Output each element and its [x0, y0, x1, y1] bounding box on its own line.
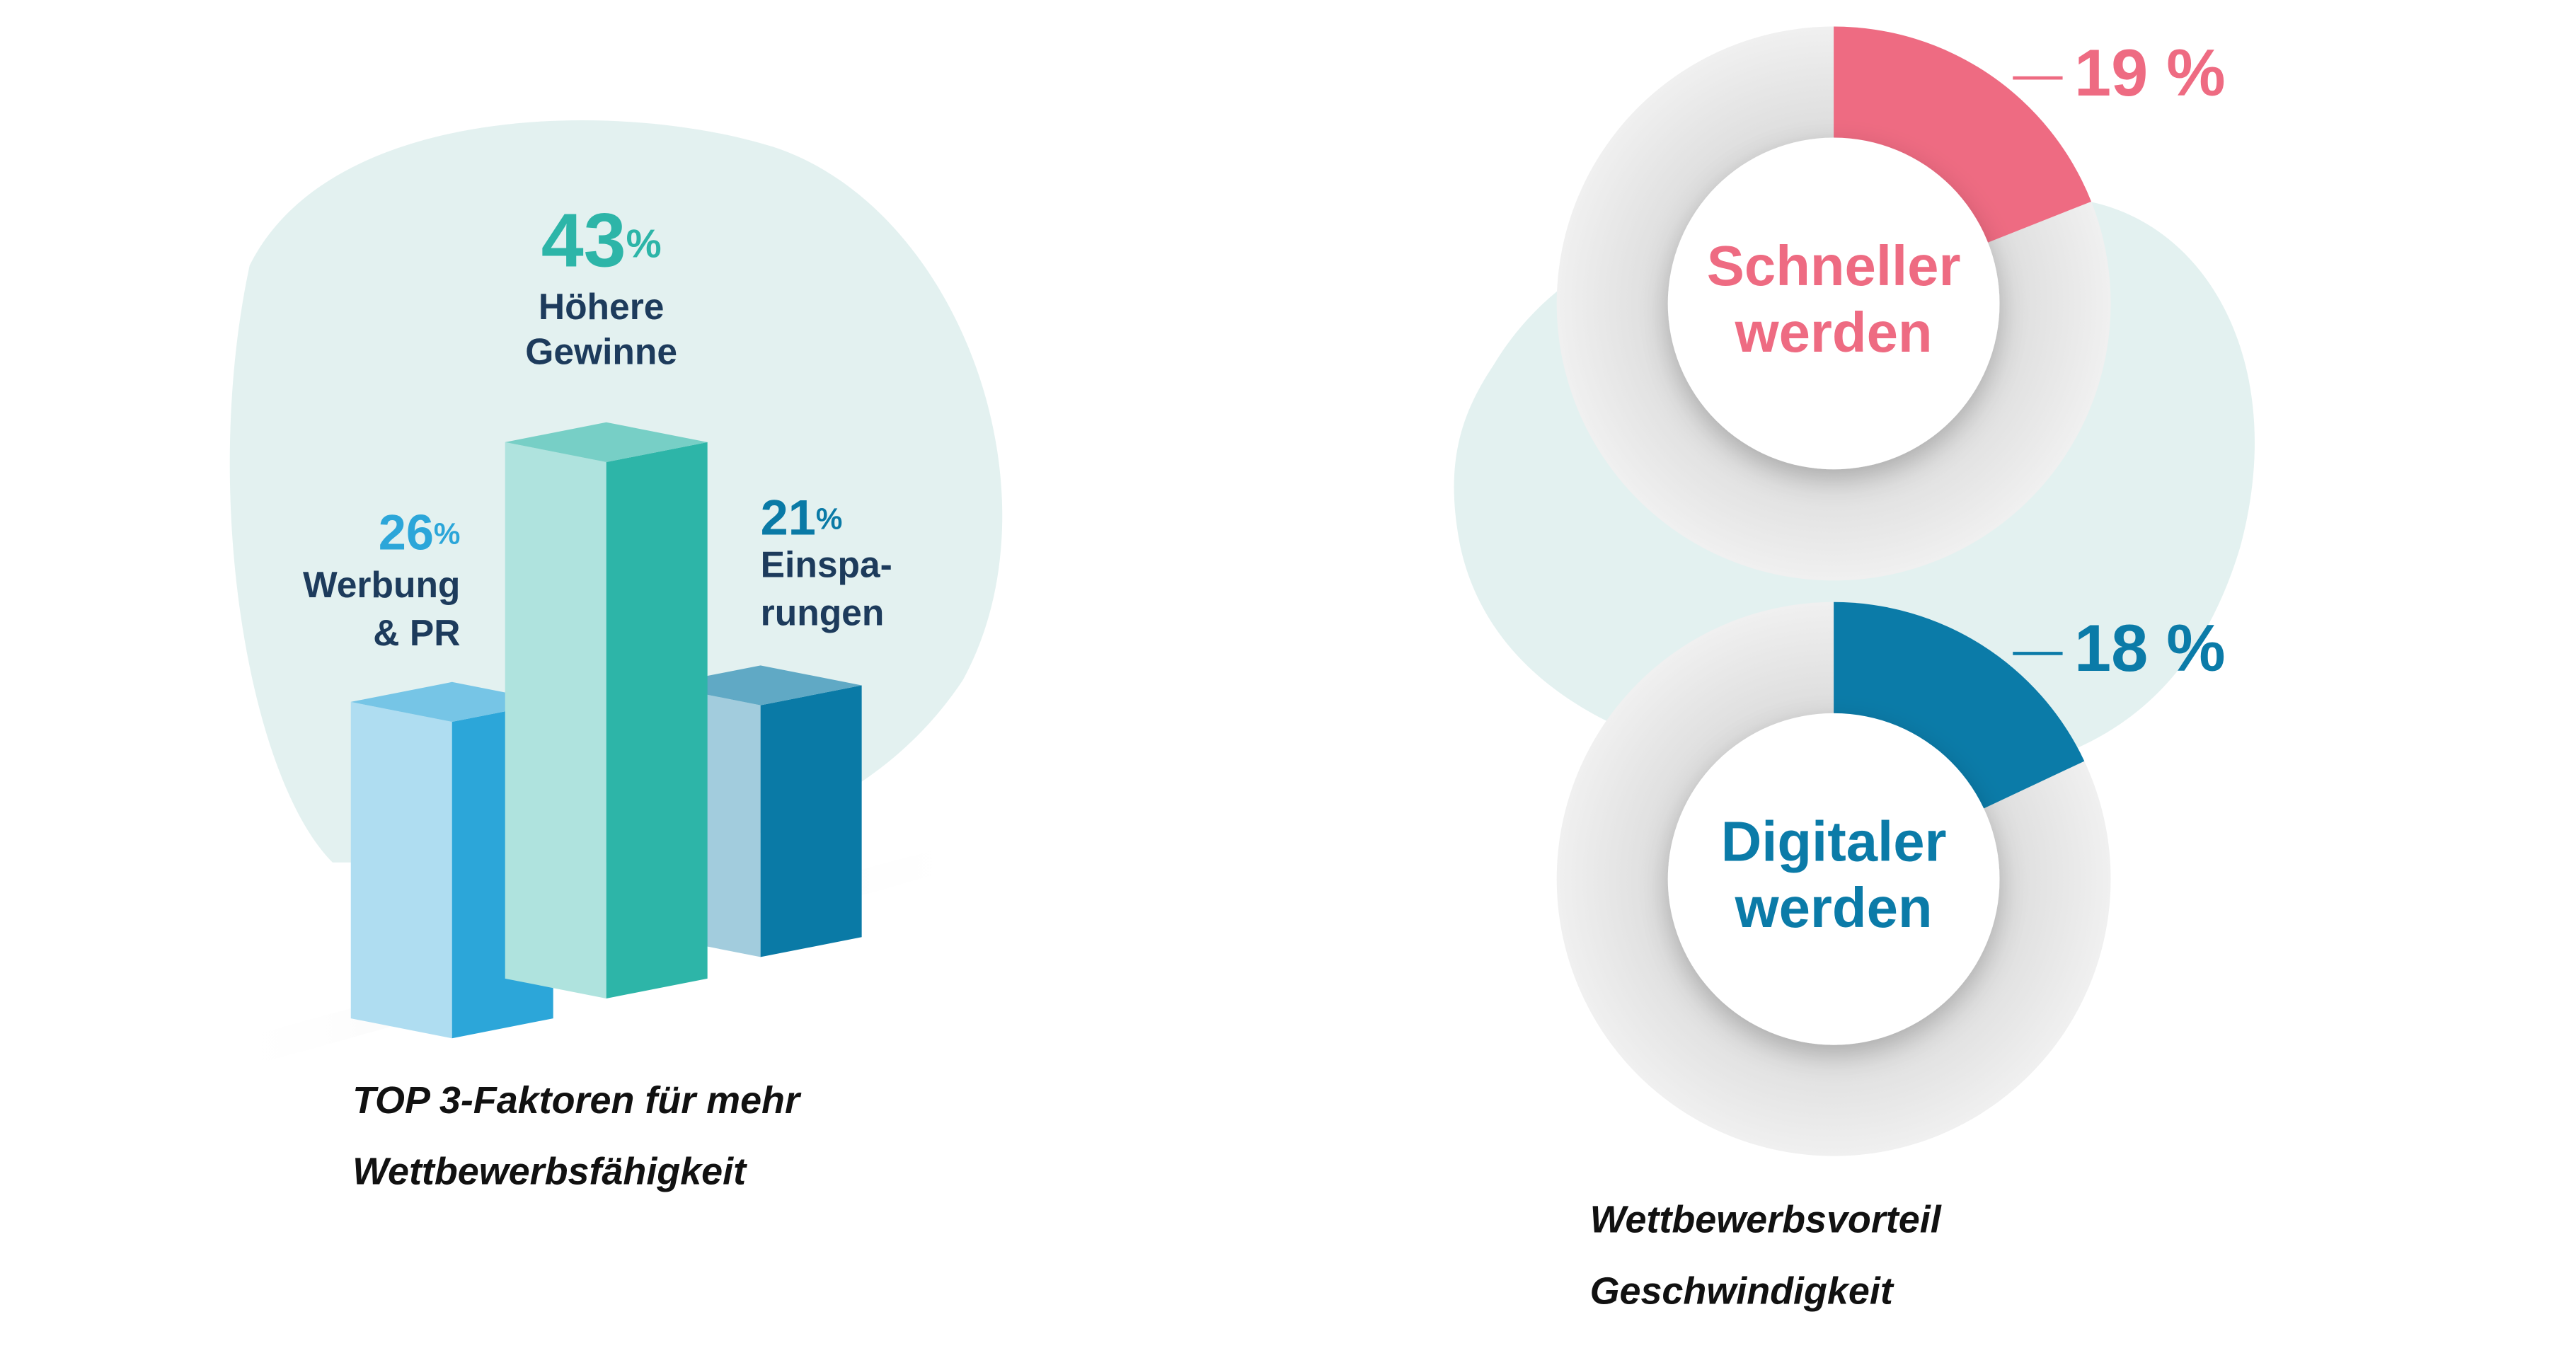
category-label: & PR: [373, 612, 460, 653]
chart-caption: Wettbewerbsvorteil: [1590, 1199, 1942, 1241]
bar-front: [505, 442, 606, 998]
bar-top: [505, 422, 708, 462]
category-label: Werbung: [303, 564, 460, 605]
bar-side: [760, 685, 862, 957]
bar-side: [606, 442, 708, 998]
chart-caption: TOP 3-Faktoren für mehr: [352, 1079, 802, 1122]
value-label: 26%: [379, 504, 461, 560]
chart-caption: Geschwindigkeit: [1590, 1270, 1894, 1312]
value-label: 19 %: [2074, 35, 2226, 110]
category-label: werden: [1735, 876, 1933, 939]
value-label: 18 %: [2074, 611, 2226, 685]
bar-front: [350, 701, 452, 1039]
value-label: 43%: [541, 197, 662, 283]
category-label: werden: [1735, 301, 1933, 364]
bar-top: [659, 665, 862, 706]
category-label: rungen: [761, 592, 885, 633]
donut-center: [1667, 713, 2000, 1045]
category-label: Einspa-: [761, 544, 892, 585]
donut-center: [1667, 137, 2000, 470]
category-label: Höhere: [539, 286, 665, 327]
chart-caption: Wettbewerbsfähigkeit: [352, 1151, 747, 1193]
category-label: Digitaler: [1721, 810, 1947, 873]
value-label: 21%: [761, 489, 843, 545]
category-label: Schneller: [1707, 234, 1961, 297]
category-label: Gewinne: [525, 330, 677, 372]
